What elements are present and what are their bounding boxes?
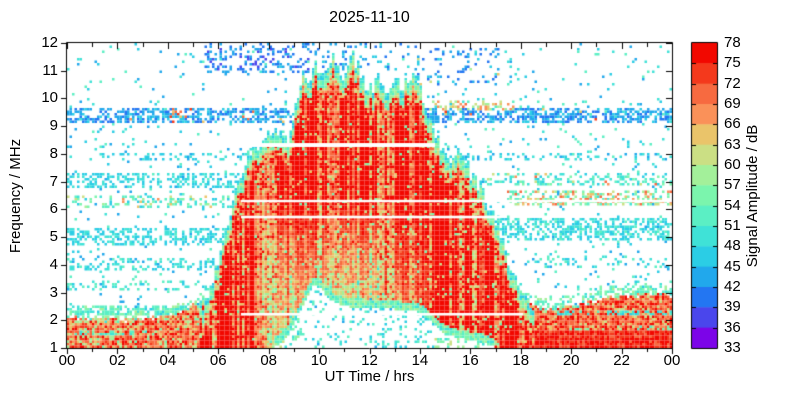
y-axis-label: Frequency / MHz — [7, 138, 24, 254]
y-tick-label: 7 — [49, 172, 58, 190]
colorbar-tick-label: 63 — [724, 135, 741, 153]
colorbar-tick-label: 42 — [724, 278, 741, 295]
colorbar-tick-label: 45 — [724, 257, 741, 275]
colorbar-tick-label: 51 — [724, 217, 741, 234]
y-tick-label: 1 — [49, 339, 58, 356]
colorbar-tick-label: 72 — [724, 74, 741, 92]
x-axis-label: UT Time / hrs — [324, 368, 415, 385]
x-tick-label: 04 — [159, 352, 177, 369]
colorbar-tick-label: 69 — [724, 95, 741, 112]
colorbar-tick-label: 33 — [724, 339, 741, 356]
x-tick-label: 16 — [461, 352, 479, 369]
x-tick-label: 22 — [613, 352, 630, 369]
y-tick-label: 4 — [49, 255, 58, 273]
x-tick-label: 02 — [109, 352, 126, 369]
x-tick-label: 14 — [411, 352, 429, 369]
x-tick-label: 08 — [260, 352, 277, 369]
y-tick-label: 12 — [41, 34, 58, 51]
y-tick-label: 8 — [49, 144, 58, 162]
colorbar-tick-label: 36 — [724, 318, 741, 336]
colorbar-tick-label: 39 — [724, 298, 741, 316]
colorbar-tick-label: 48 — [724, 237, 741, 255]
colorbar-tick-label: 60 — [724, 156, 741, 173]
x-tick-label: 10 — [310, 352, 328, 369]
x-tick-label: 12 — [361, 352, 378, 369]
x-tick-label: 00 — [663, 352, 681, 369]
y-tick-label: 9 — [49, 117, 58, 135]
y-tick-label: 2 — [49, 311, 58, 329]
y-tick-label: 11 — [42, 61, 58, 79]
colorbar-tick-label: 78 — [724, 34, 741, 51]
plot-title: 2025-11-10 — [329, 9, 410, 26]
x-tick-label: 00 — [58, 352, 76, 369]
y-tick-label: 10 — [41, 89, 58, 107]
x-tick-label: 06 — [209, 352, 227, 369]
colorbar-tick-label: 75 — [724, 54, 741, 72]
colorbar-tick-label: 66 — [724, 115, 741, 133]
y-tick-label: 3 — [49, 283, 58, 301]
x-tick-label: 20 — [562, 352, 580, 369]
x-tick-label: 18 — [512, 352, 530, 369]
y-tick-label: 5 — [49, 228, 58, 246]
colorbar-tick-label: 57 — [724, 176, 741, 194]
colorbar-label: Signal Amplitude / dB — [744, 124, 761, 268]
colorbar-tick-label: 54 — [724, 196, 741, 214]
y-tick-label: 6 — [49, 200, 58, 218]
